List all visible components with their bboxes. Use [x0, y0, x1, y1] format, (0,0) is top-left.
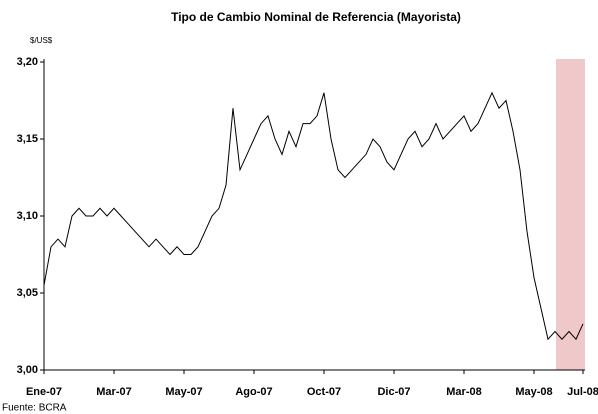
y-tick-label: 3,10	[17, 210, 38, 222]
x-tick-label: Jul-08	[567, 386, 598, 398]
y-tick-label: 3,00	[17, 364, 38, 376]
highlight-band	[556, 59, 585, 370]
y-tick-label: 3,05	[17, 287, 38, 299]
y-tick-label: 3,15	[17, 133, 38, 145]
x-tick-label: Dic-07	[377, 386, 410, 398]
x-tick-label: May-08	[515, 386, 552, 398]
chart-title: Tipo de Cambio Nominal de Referencia (Ma…	[171, 10, 461, 24]
x-tick-label: Mar-07	[96, 386, 131, 398]
x-tick-label: Oct-07	[307, 386, 341, 398]
y-tick-label: 3,20	[17, 56, 38, 68]
x-tick-label: Ene-07	[26, 386, 62, 398]
y-axis-label: $/US$	[30, 36, 53, 45]
line-series	[43, 91, 584, 341]
x-tick-label: Mar-08	[446, 386, 481, 398]
x-tick-label: May-07	[165, 386, 202, 398]
x-tick-label: Ago-07	[235, 386, 272, 398]
source: Fuente: BCRA	[2, 403, 67, 414]
